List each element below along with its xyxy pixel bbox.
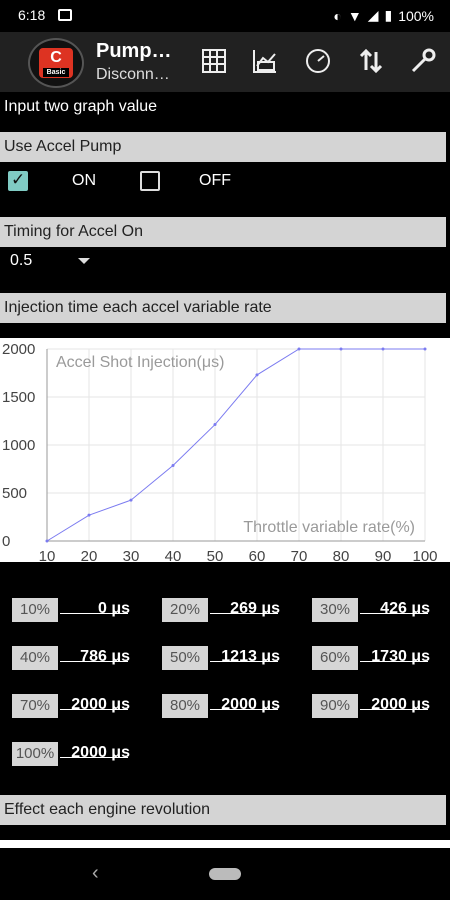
- value-input[interactable]: 1730 μs: [371, 648, 430, 665]
- dropdown-caret-icon: [78, 258, 90, 264]
- value-label-box: 100%: [12, 742, 58, 766]
- data-point: [213, 423, 217, 427]
- injection-chart: 0 500 1000 1500 2000 10 20 30 40 50 60 70 80 90 100 Acc…: [0, 338, 450, 565]
- image-icon: [58, 9, 72, 21]
- on-checkbox[interactable]: [8, 170, 28, 191]
- data-point: [297, 347, 301, 351]
- value-input-underline[interactable]: [210, 613, 278, 614]
- app-logo: C Basic: [28, 38, 84, 88]
- off-checkbox[interactable]: [140, 171, 160, 191]
- value-input[interactable]: 426 μs: [380, 600, 430, 617]
- x-tick-label: 20: [81, 548, 98, 562]
- value-input[interactable]: 1213 μs: [221, 648, 280, 665]
- x-tick-label: 100: [412, 548, 437, 562]
- y-tick-label: 0: [2, 533, 10, 550]
- value-input-underline[interactable]: [360, 661, 428, 662]
- data-point: [339, 347, 343, 351]
- status-time: 6:18: [18, 7, 46, 23]
- status-bar: 6:18 ◐ ▼ ◢ ▮ 100%: [0, 0, 450, 32]
- battery-icon: ▮: [384, 7, 393, 23]
- navigation-bar: ‹: [0, 848, 450, 900]
- value-input[interactable]: 0 μs: [97, 600, 130, 617]
- value-label-box: 40%: [12, 646, 58, 670]
- x-tick-label: 50: [207, 548, 224, 562]
- section-injection-time: Injection time each accel variable rate: [0, 293, 446, 323]
- gauge-icon[interactable]: [303, 46, 333, 76]
- x-tick-label: 60: [249, 548, 266, 562]
- section-use-accel-pump: Use Accel Pump: [0, 132, 446, 162]
- data-saver-icon: ◐: [333, 7, 342, 24]
- data-point: [171, 464, 175, 468]
- value-input[interactable]: 786 μs: [80, 648, 130, 665]
- value-label-box: 10%: [12, 598, 58, 622]
- value-input-underline[interactable]: [60, 613, 128, 614]
- value-input[interactable]: 2000 μs: [71, 744, 130, 761]
- value-label-box: 50%: [162, 646, 208, 670]
- value-label-box: 20%: [162, 598, 208, 622]
- x-tick-label: 70: [291, 548, 308, 562]
- value-input-underline[interactable]: [360, 613, 428, 614]
- next-content-edge: [0, 840, 450, 848]
- value-input[interactable]: 269 μs: [230, 600, 280, 617]
- y-tick-label: 1000: [2, 437, 35, 454]
- chart-xlabel: Throttle variable rate(%): [243, 519, 415, 536]
- graph-icon[interactable]: [250, 46, 280, 76]
- app-title: Pump…: [96, 40, 172, 62]
- value-label-box: 90%: [312, 694, 358, 718]
- x-tick-label: 10: [39, 548, 56, 562]
- table-icon[interactable]: [199, 46, 229, 76]
- value-input[interactable]: 2000 μs: [371, 696, 430, 713]
- on-label: ON: [72, 172, 96, 189]
- wrench-icon[interactable]: [408, 46, 438, 76]
- data-point: [255, 373, 259, 377]
- logo-letter: C: [50, 49, 62, 66]
- value-input-underline[interactable]: [360, 709, 428, 710]
- data-point: [45, 539, 49, 543]
- value-input-underline[interactable]: [60, 757, 128, 758]
- x-tick-label: 80: [333, 548, 350, 562]
- value-label-box: 30%: [312, 598, 358, 622]
- x-tick-label: 90: [375, 548, 392, 562]
- home-pill-icon[interactable]: [209, 868, 241, 880]
- signal-icon: ◢: [367, 7, 379, 23]
- series-line: [46, 348, 425, 542]
- back-icon[interactable]: ‹: [92, 862, 99, 884]
- data-point: [87, 513, 91, 517]
- value-label-box: 70%: [12, 694, 58, 718]
- logo-text: Basic: [43, 68, 69, 77]
- chart-title: Accel Shot Injection(μs): [56, 354, 224, 371]
- value-input-underline[interactable]: [210, 709, 278, 710]
- page-heading: Input two graph value: [4, 98, 157, 115]
- value-label-box: 80%: [162, 694, 208, 718]
- data-point: [129, 498, 133, 502]
- section-timing-accel-on: Timing for Accel On: [0, 217, 446, 247]
- connection-status: Disconn…: [96, 66, 170, 83]
- value-input-underline[interactable]: [210, 661, 278, 662]
- y-tick-label: 500: [2, 485, 27, 502]
- off-label: OFF: [199, 172, 231, 189]
- y-tick-label: 2000: [2, 341, 35, 358]
- app-bar: C Basic Pump… Disconn…: [0, 32, 450, 92]
- sort-icon[interactable]: [356, 46, 386, 76]
- section-effect-engine-revolution: Effect each engine revolution: [0, 795, 446, 825]
- x-tick-label: 40: [165, 548, 182, 562]
- chart-svg: 0 500 1000 1500 2000 10 20 30 40 50 60 70 80 90 100 Acc…: [2, 341, 438, 565]
- value-input[interactable]: 2000 μs: [71, 696, 130, 713]
- wifi-icon: ▼: [347, 7, 362, 24]
- data-point: [423, 347, 427, 351]
- data-point: [381, 347, 385, 351]
- value-input-underline[interactable]: [60, 709, 128, 710]
- x-tick-label: 30: [123, 548, 140, 562]
- y-tick-label: 1500: [2, 389, 35, 406]
- value-input-underline[interactable]: [60, 661, 128, 662]
- value-label-box: 60%: [312, 646, 358, 670]
- battery-percent: 100%: [398, 7, 434, 24]
- value-input[interactable]: 2000 μs: [221, 696, 280, 713]
- timing-value: 0.5: [10, 252, 33, 269]
